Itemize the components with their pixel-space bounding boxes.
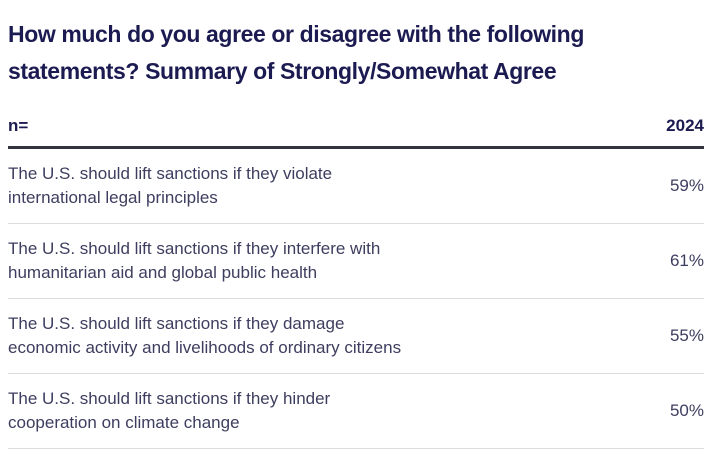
table-row: The U.S. should lift sanctions if they h… (8, 374, 704, 449)
results-table: n= 2024 The U.S. should lift sanctions i… (8, 116, 704, 449)
page-title: How much do you agree or disagree with t… (8, 21, 584, 84)
statement-text: The U.S. should lift sanctions if they h… (8, 389, 331, 432)
table-row: The U.S. should lift sanctions if they d… (8, 299, 704, 374)
statement-text: The U.S. should lift sanctions if they i… (8, 239, 381, 282)
table-row: The U.S. should lift sanctions if they i… (8, 224, 704, 299)
column-header-n: n= (8, 116, 29, 135)
table-row: The U.S. should lift sanctions if they v… (8, 149, 704, 224)
statement-value: 61% (669, 251, 704, 270)
table-header-row: n= 2024 (8, 116, 704, 149)
column-header-year: 2024 (666, 116, 704, 135)
statement-value: 55% (669, 326, 704, 345)
statement-value: 59% (669, 176, 704, 195)
statement-text: The U.S. should lift sanctions if they d… (8, 314, 402, 357)
statement-text: The U.S. should lift sanctions if they v… (8, 164, 333, 207)
statement-value: 50% (669, 401, 704, 420)
